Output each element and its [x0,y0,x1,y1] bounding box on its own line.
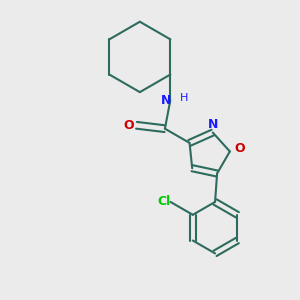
Text: N: N [160,94,171,107]
Text: H: H [180,93,189,103]
Text: O: O [234,142,244,155]
Text: O: O [124,119,134,132]
Text: Cl: Cl [158,195,171,208]
Text: N: N [208,118,218,131]
